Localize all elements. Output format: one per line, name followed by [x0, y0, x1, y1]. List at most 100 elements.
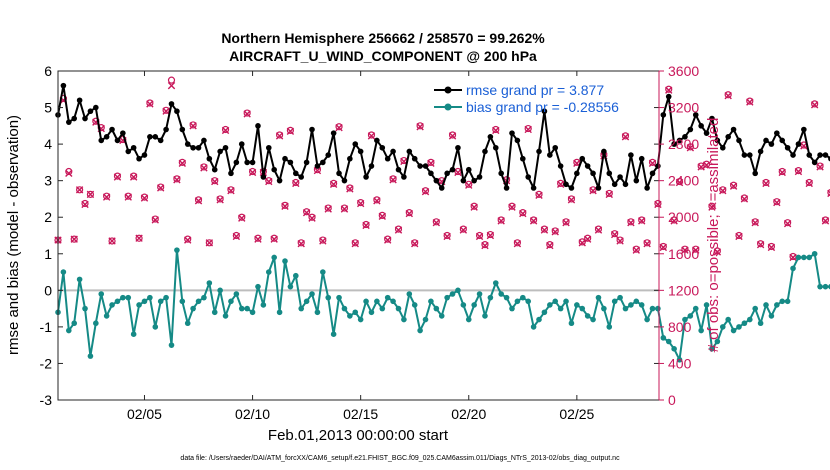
obs-possible-point	[184, 235, 192, 243]
rmse-point	[503, 185, 510, 191]
obs-possible-point	[746, 97, 754, 105]
y2-tick-label: 2800	[668, 136, 699, 152]
obs-assimilated-point	[697, 163, 705, 171]
bias-point	[714, 338, 721, 345]
obs-x-stroke	[248, 168, 257, 177]
obs-x-stroke	[302, 208, 311, 217]
rmse-point	[195, 144, 202, 151]
obs-possible-point	[351, 239, 359, 247]
obs-possible-point	[475, 231, 484, 240]
obs-possible-point	[221, 125, 230, 134]
rmse-point	[217, 148, 223, 155]
obs-assimilated-point	[454, 168, 462, 177]
obs-possible-point	[757, 240, 765, 248]
chart-title-line2: AIRCRAFT_U_WIND_COMPONENT @ 200 hPa	[229, 48, 537, 64]
bias-point	[460, 302, 467, 308]
obs-possible-point	[443, 231, 451, 240]
obs-x-stroke	[265, 177, 273, 186]
bias-point	[811, 250, 818, 257]
obs-possible-point	[178, 158, 186, 166]
legend-bias-marker	[444, 103, 452, 111]
obs-possible-point	[713, 247, 721, 255]
bias-point	[282, 258, 288, 264]
obs-possible-point	[638, 216, 646, 224]
obs-x-stroke	[108, 237, 116, 245]
bias-point	[206, 280, 213, 286]
bias-point	[222, 313, 229, 319]
obs-x-stroke	[583, 235, 592, 243]
rmse-point	[347, 155, 353, 162]
rmse-point	[465, 166, 472, 173]
obs-x-stroke	[383, 236, 392, 244]
x-axis-ticks: 02/05 02/10 02/15 02/20 02/25	[127, 71, 595, 422]
rmse-point	[314, 163, 321, 169]
obs-assimilated-point	[702, 161, 711, 169]
bias-point	[628, 302, 634, 308]
obs-assimilated-point	[189, 122, 197, 130]
rmse-point	[163, 126, 169, 133]
bias-point	[692, 305, 699, 312]
rmse-point	[568, 185, 575, 191]
rmse-point	[752, 170, 759, 177]
obs-possible-point	[103, 192, 111, 200]
rmse-point	[801, 126, 807, 133]
bias-point	[298, 305, 305, 312]
bias-point	[244, 305, 250, 312]
obs-possible-point	[470, 202, 478, 210]
bias-point	[309, 291, 315, 297]
rmse-point	[498, 170, 504, 177]
obs-possible-point	[265, 177, 273, 185]
rmse-point	[633, 177, 640, 184]
left-axis-ticks: -3 -2 -1 0 1 2 3 4 5 6	[40, 63, 659, 408]
bias-point	[541, 309, 548, 316]
obs-possible-point	[140, 193, 149, 201]
obs-x-stroke	[173, 176, 181, 184]
obs-possible-point	[124, 192, 132, 200]
bias-point	[822, 283, 829, 290]
rmse-point	[509, 130, 515, 136]
bias-point	[109, 302, 115, 308]
bias-point	[347, 313, 353, 319]
obs-assimilated-point	[411, 240, 419, 248]
obs-x-stroke	[270, 235, 278, 243]
obs-x-stroke	[297, 240, 305, 248]
bias-point	[190, 305, 196, 312]
obs-assimilated-point	[270, 235, 278, 243]
obs-x-stroke	[432, 219, 441, 227]
obs-assimilated-point	[421, 187, 430, 196]
obs-possible-point	[589, 186, 597, 194]
rmse-point	[249, 159, 256, 166]
obs-x-stroke	[762, 179, 770, 188]
obs-assimilated-point	[86, 190, 95, 199]
obs-assimilated-point	[783, 219, 792, 228]
rmse-point	[579, 155, 586, 162]
obs-possible-point	[508, 202, 516, 210]
obs-possible-point	[519, 209, 527, 217]
obs-assimilated-point	[535, 191, 543, 199]
obs-x-stroke	[427, 159, 435, 167]
obs-x-stroke	[670, 217, 678, 225]
rmse-point	[401, 174, 407, 180]
bias-point	[217, 287, 223, 294]
obs-possible-point	[567, 195, 576, 203]
obs-x-stroke	[70, 235, 78, 243]
bias-point	[379, 305, 386, 312]
obs-assimilated-point	[340, 205, 349, 213]
rmse-point	[422, 163, 429, 169]
rmse-point	[282, 155, 288, 162]
bias-point	[438, 313, 445, 319]
bias-point	[82, 305, 88, 312]
obs-x-stroke	[205, 239, 214, 247]
rmse-point	[174, 108, 180, 115]
obs-assimilated-point	[486, 231, 495, 240]
bias-point	[368, 309, 375, 316]
bias-point	[325, 294, 332, 301]
obs-x-stroke	[529, 217, 538, 225]
legend-rmse-label: rmse grand pr = 3.877	[466, 82, 604, 98]
obs-assimilated-point	[243, 110, 251, 118]
obs-x-stroke	[524, 125, 532, 134]
bias-point	[563, 298, 569, 305]
obs-x-stroke	[389, 176, 397, 184]
rmse-point	[487, 134, 494, 140]
bias-point	[552, 298, 559, 305]
